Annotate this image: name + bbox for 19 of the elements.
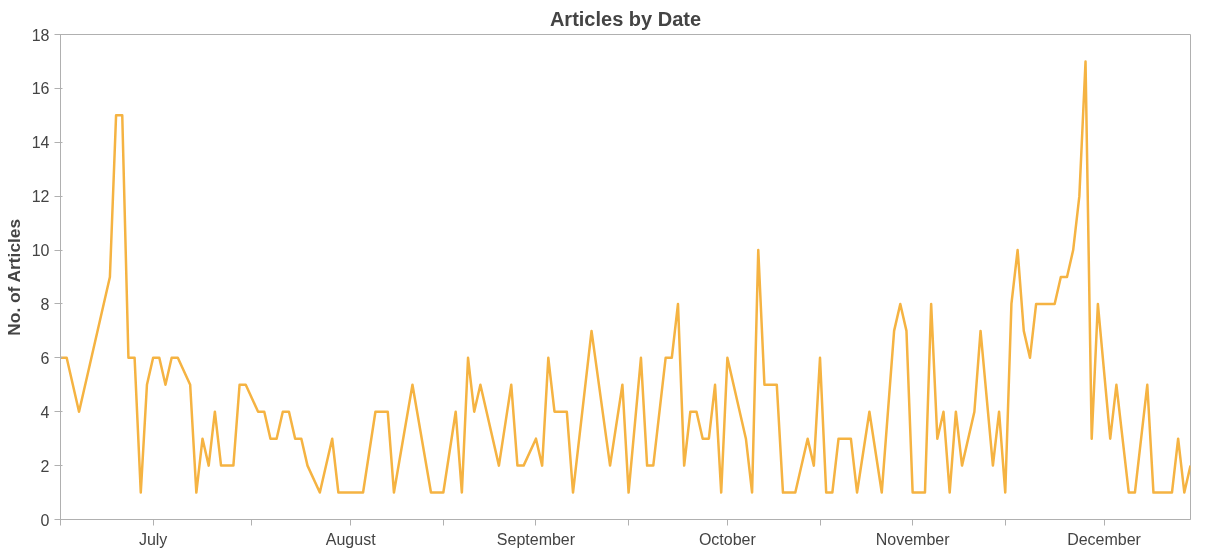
x-tick-label: December <box>1067 530 1142 548</box>
x-tick-label: September <box>496 530 576 548</box>
y-tick-label: 0 <box>40 511 50 529</box>
y-tick-label: 16 <box>31 80 50 98</box>
x-tick-label: July <box>138 530 168 548</box>
x-tick-label: October <box>698 530 757 548</box>
y-tick-label: 2 <box>40 457 50 475</box>
y-tick-label: 8 <box>40 295 50 313</box>
y-tick-label: 4 <box>40 403 50 421</box>
y-tick-label: 18 <box>31 26 50 44</box>
y-tick-label: 6 <box>40 349 50 367</box>
chart-title: Articles by Date <box>549 7 702 30</box>
x-tick-label: August <box>325 530 377 548</box>
y-tick-label: 10 <box>31 242 50 260</box>
y-axis-title: No. of Articles <box>3 218 24 336</box>
y-tick-label: 14 <box>31 134 50 152</box>
x-tick-label: November <box>875 530 951 548</box>
line-series <box>60 60 1191 494</box>
y-tick-label: 12 <box>31 188 50 206</box>
